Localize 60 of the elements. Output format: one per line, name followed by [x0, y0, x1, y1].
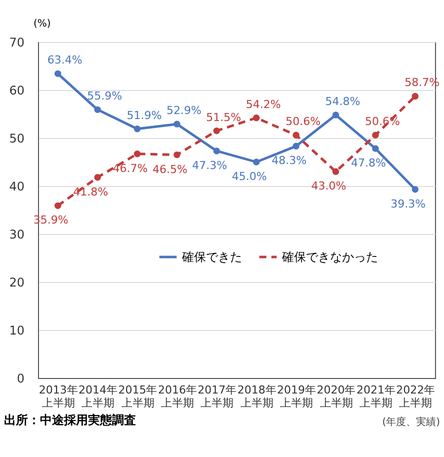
x-tick-label: 2021年上半期	[356, 384, 396, 410]
point	[372, 145, 379, 152]
data-label: 39.3%	[390, 197, 426, 210]
x-tick-label: 2016年上半期	[158, 384, 197, 410]
point	[372, 132, 379, 138]
data-label: 46.7%	[112, 162, 148, 175]
point	[252, 114, 260, 122]
x-tick-label: 2022年上半期	[396, 384, 436, 410]
point	[412, 186, 419, 193]
legend-label: 確保できなかった	[281, 250, 378, 264]
data-label: 51.9%	[126, 108, 162, 122]
point	[332, 168, 340, 175]
point	[332, 112, 340, 118]
data-label: 46.5%	[152, 162, 188, 176]
x-tick-label: 2017年上半期	[198, 384, 237, 410]
legend-label: 確保できた	[181, 250, 242, 264]
data-label: 47.3%	[192, 158, 228, 172]
y-tick-label: 20	[9, 276, 24, 290]
y-tick-label: 70	[9, 36, 24, 50]
data-label: 55.9%	[87, 90, 122, 103]
data-label: 41.8%	[73, 185, 108, 198]
text: 出所：中途採用実態調査	[4, 412, 136, 429]
point	[292, 142, 300, 150]
point	[174, 120, 180, 128]
point	[54, 202, 62, 210]
y-tick-label: 0	[16, 372, 24, 386]
point	[292, 132, 300, 138]
point	[134, 126, 141, 132]
data-label: 47.8%	[350, 156, 386, 170]
y-tick-label: 60	[9, 84, 24, 98]
point	[94, 106, 101, 114]
y-tick-label: 40	[9, 180, 24, 194]
data-label: 52.9%	[166, 104, 202, 118]
point	[412, 92, 419, 100]
data-label: 51.5%	[206, 110, 242, 124]
x-tick-label: 2018年上半期	[237, 384, 276, 410]
x-tick-label: 2015年上半期	[118, 384, 158, 410]
data-label: 48.3%	[272, 154, 307, 168]
point	[252, 158, 260, 166]
point	[54, 70, 62, 78]
y-tick-label: 30	[9, 228, 24, 242]
point	[174, 151, 180, 158]
point	[213, 127, 220, 134]
y-tick-label: 50	[9, 132, 24, 146]
data-label: 45.0%	[232, 170, 267, 183]
data-label: 63.4%	[47, 54, 82, 67]
x-tick-label: 2020年上半期	[316, 384, 356, 410]
point	[134, 150, 141, 158]
data-label: 54.2%	[246, 98, 281, 111]
point	[213, 148, 220, 154]
text: (年度、実績)	[382, 416, 440, 429]
data-label: 43.0%	[311, 180, 346, 193]
x-tick-label: 2013年上半期	[38, 384, 78, 410]
x-tick-label: 2014年上半期	[78, 384, 118, 410]
y-tick-label: 10	[9, 324, 24, 338]
x-tick-label: 2019年上半期	[277, 384, 316, 410]
data-label: 54.8%	[325, 94, 360, 108]
y-axis-title: (%)	[34, 18, 51, 30]
data-label: 50.6%	[286, 115, 321, 128]
point	[94, 174, 101, 181]
